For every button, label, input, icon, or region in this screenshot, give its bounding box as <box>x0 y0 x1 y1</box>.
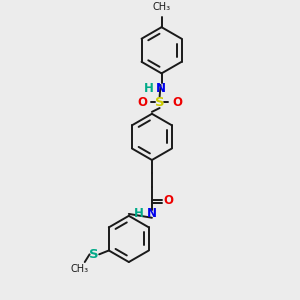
Text: H: H <box>134 207 144 220</box>
Text: O: O <box>172 96 182 109</box>
Text: O: O <box>163 194 173 207</box>
Text: CH₃: CH₃ <box>152 2 171 12</box>
Text: H: H <box>144 82 154 95</box>
Text: N: N <box>156 82 166 95</box>
Text: O: O <box>137 96 147 109</box>
Text: N: N <box>147 207 157 220</box>
Text: S: S <box>88 248 98 261</box>
Text: S: S <box>155 96 164 109</box>
Text: CH₃: CH₃ <box>71 264 89 274</box>
